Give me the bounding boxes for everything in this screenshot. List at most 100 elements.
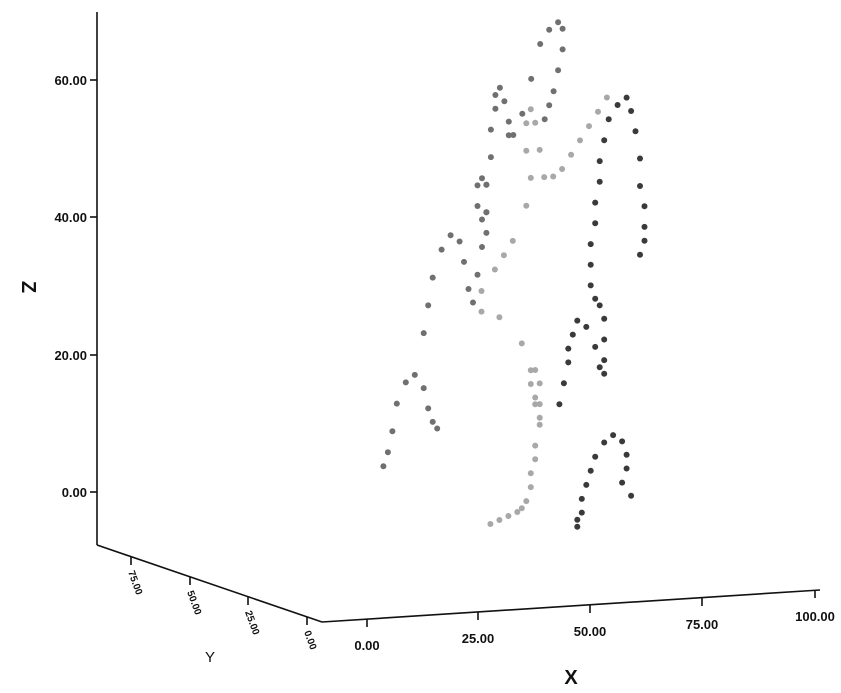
scatter-point [509, 237, 516, 244]
scatter-point [479, 216, 485, 223]
scatter-point [587, 261, 594, 268]
scatter-point [541, 174, 548, 181]
scatter-point [587, 241, 594, 248]
x-tick-label: 75.00 [686, 617, 719, 632]
scatter-point [420, 330, 427, 337]
scatter-point [510, 132, 517, 138]
scatter-point [527, 174, 534, 181]
scatter-point [536, 414, 543, 421]
scatter-point [483, 209, 490, 216]
scatter-point [601, 439, 608, 446]
scatter-point [479, 175, 485, 182]
scatter-point [434, 425, 441, 432]
scatter-point [536, 421, 543, 428]
scatter-point [461, 258, 467, 265]
scatter-point [393, 400, 400, 407]
scatter-point [523, 202, 530, 209]
scatter-point [559, 46, 566, 53]
y-axis-label: Y [205, 649, 215, 666]
scatter-point [578, 509, 585, 516]
scatter-point [527, 470, 534, 477]
scatter-point [536, 146, 543, 153]
x-tick-label: 0.00 [354, 638, 379, 653]
scatter-point [425, 405, 432, 412]
scatter-point [527, 106, 534, 113]
scatter-point [474, 203, 481, 209]
scatter-point [389, 428, 396, 435]
scatter-point [411, 371, 418, 378]
x-ticks: 0.00 25.00 50.00 75.00 100.00 [354, 590, 835, 653]
z-ticks: 60.00 40.00 20.00 0.00 [54, 73, 97, 500]
scatter-point [500, 252, 507, 259]
scatter-point [596, 302, 603, 309]
scatter-point [592, 453, 599, 460]
scatter-point [483, 229, 490, 236]
scatter-point [478, 308, 485, 315]
scatter-point [519, 110, 526, 117]
scatter-point [559, 166, 566, 172]
scatter-point [550, 88, 557, 95]
scatter-point [586, 123, 592, 130]
scatter-point [523, 147, 530, 154]
scatter-point [637, 155, 643, 162]
y-tick-label: 50.00 [184, 589, 203, 617]
scatter-point [478, 288, 485, 294]
scatter-point [583, 481, 590, 488]
scatter-point [565, 345, 572, 352]
scatter-point [596, 178, 603, 185]
scatter-point [565, 359, 572, 366]
scatter-point [637, 183, 643, 189]
scatter-point [528, 75, 535, 82]
scatter-point [532, 401, 539, 408]
scatter-point [595, 108, 601, 115]
scatter-point [483, 181, 490, 188]
scatter-point [496, 314, 503, 321]
scatter-point [518, 505, 525, 512]
scatter-point [429, 274, 436, 281]
y-tick-label: 25.00 [242, 609, 261, 637]
scatter-point [380, 463, 387, 470]
scatter-point [496, 84, 503, 91]
scatter-point [560, 380, 567, 387]
x-axis-label: X [564, 667, 578, 689]
scatter-point [518, 340, 525, 347]
scatter-point [474, 182, 481, 189]
scatter-point [532, 394, 539, 401]
scatter-point [601, 336, 608, 343]
scatter-point [623, 465, 630, 472]
z-tick-label: 40.00 [54, 210, 87, 225]
scatter-point [470, 299, 476, 306]
scatter-point [447, 232, 454, 239]
y-axis-line [96, 544, 323, 623]
scatter-point [568, 151, 575, 158]
scatter-point [429, 418, 436, 425]
scatter-point [559, 25, 566, 32]
scatter-point [641, 237, 648, 244]
scatter-point [536, 401, 543, 408]
scatter-point [578, 495, 585, 502]
scatter-point [527, 484, 534, 491]
scatter-point [610, 432, 617, 439]
scatter-point [592, 343, 599, 350]
scatter-point [601, 357, 608, 364]
scatter-point [587, 282, 594, 289]
scatter-point [537, 41, 544, 47]
scatter-point [574, 317, 581, 324]
scatter-point [541, 116, 548, 123]
scatter-point [637, 251, 643, 258]
x-axis-line [321, 589, 821, 623]
scatter-point [505, 513, 512, 519]
scatter-point [527, 367, 534, 374]
scatter-point [623, 94, 630, 101]
scatter-point [555, 67, 562, 74]
scatter-point [614, 102, 621, 108]
scatter-point [605, 116, 612, 123]
scatter-point [479, 244, 485, 250]
x-tick-label: 50.00 [574, 624, 607, 639]
x-tick-label: 25.00 [462, 631, 495, 646]
scatter-point [577, 137, 583, 144]
scatter-point [487, 126, 494, 133]
scatter-point [632, 128, 639, 135]
point-layer [380, 19, 648, 530]
scatter-point [556, 401, 563, 408]
